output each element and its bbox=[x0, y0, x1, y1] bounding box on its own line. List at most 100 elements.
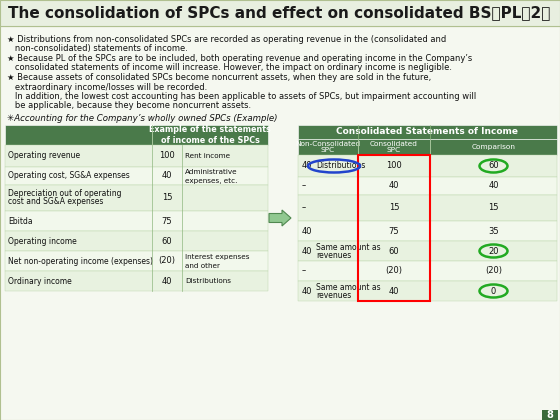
Bar bbox=[298, 221, 358, 241]
Text: 15: 15 bbox=[488, 204, 499, 213]
Bar bbox=[5, 185, 268, 211]
Bar bbox=[358, 221, 430, 241]
Text: 75: 75 bbox=[162, 216, 172, 226]
Bar bbox=[5, 231, 268, 251]
Bar bbox=[298, 177, 358, 195]
Text: (20): (20) bbox=[385, 267, 403, 276]
Bar bbox=[5, 271, 268, 291]
Text: 40: 40 bbox=[162, 171, 172, 181]
Text: The consolidation of SPCs and effect on consolidated BS・PL（2）: The consolidation of SPCs and effect on … bbox=[8, 5, 550, 21]
Bar bbox=[152, 125, 268, 145]
Text: 60: 60 bbox=[389, 247, 399, 255]
Polygon shape bbox=[269, 210, 291, 226]
Bar bbox=[358, 177, 430, 195]
Text: 60: 60 bbox=[488, 162, 499, 171]
Text: Operating income: Operating income bbox=[8, 236, 77, 246]
Text: expenses, etc.: expenses, etc. bbox=[185, 178, 237, 184]
Bar bbox=[298, 281, 358, 301]
Text: cost and SG&A expenses: cost and SG&A expenses bbox=[8, 197, 104, 207]
Text: 15: 15 bbox=[389, 204, 399, 213]
Text: and other: and other bbox=[185, 262, 220, 268]
Text: consolidated statements of income will increase. However, the impact on ordinary: consolidated statements of income will i… bbox=[7, 63, 452, 73]
Bar bbox=[358, 139, 430, 155]
Text: 0: 0 bbox=[491, 286, 496, 296]
Bar bbox=[430, 195, 557, 221]
Text: 15: 15 bbox=[162, 194, 172, 202]
Bar bbox=[5, 251, 268, 271]
Text: 75: 75 bbox=[389, 226, 399, 236]
Bar bbox=[430, 155, 557, 177]
Text: 20: 20 bbox=[488, 247, 499, 255]
Text: 40: 40 bbox=[488, 181, 499, 191]
Bar bbox=[358, 155, 430, 177]
Bar bbox=[358, 195, 430, 221]
Bar bbox=[5, 211, 268, 231]
Text: –: – bbox=[302, 204, 306, 213]
Bar bbox=[298, 139, 358, 155]
Bar bbox=[298, 125, 557, 139]
Bar bbox=[430, 281, 557, 301]
Text: 40: 40 bbox=[302, 247, 312, 255]
Text: 40: 40 bbox=[302, 226, 312, 236]
Text: 8: 8 bbox=[547, 410, 553, 420]
Text: –: – bbox=[302, 267, 306, 276]
Bar bbox=[358, 281, 430, 301]
Text: (20): (20) bbox=[158, 257, 175, 265]
Text: Example of the statements
of income of the SPCs: Example of the statements of income of t… bbox=[149, 125, 271, 145]
Text: 60: 60 bbox=[162, 236, 172, 246]
Bar bbox=[430, 261, 557, 281]
Bar bbox=[358, 241, 430, 261]
Text: Depreciation out of operating: Depreciation out of operating bbox=[8, 189, 122, 199]
Text: Administrative: Administrative bbox=[185, 170, 237, 176]
Bar bbox=[5, 145, 268, 167]
Bar bbox=[298, 155, 358, 177]
Bar bbox=[430, 177, 557, 195]
Text: Same amount as: Same amount as bbox=[316, 283, 381, 291]
Text: ★ Because PL of the SPCs are to be included, both operating revenue and operatin: ★ Because PL of the SPCs are to be inclu… bbox=[7, 54, 472, 63]
Bar bbox=[430, 221, 557, 241]
Text: non-consolidated) statements of income.: non-consolidated) statements of income. bbox=[7, 45, 188, 53]
Text: Rent income: Rent income bbox=[185, 153, 230, 159]
Bar bbox=[542, 410, 558, 420]
Text: Consolidated Statements of Income: Consolidated Statements of Income bbox=[337, 128, 519, 136]
Text: Interest expenses: Interest expenses bbox=[185, 255, 250, 260]
Text: –: – bbox=[302, 181, 306, 191]
Text: Non-Consolidated
SPC: Non-Consolidated SPC bbox=[296, 141, 361, 153]
Text: Comparison: Comparison bbox=[472, 144, 516, 150]
Text: 40: 40 bbox=[302, 286, 312, 296]
Text: Ordinary income: Ordinary income bbox=[8, 276, 72, 286]
Bar bbox=[298, 261, 358, 281]
Text: 35: 35 bbox=[488, 226, 499, 236]
Text: 40: 40 bbox=[389, 181, 399, 191]
Bar bbox=[298, 195, 358, 221]
Text: Operating cost, SG&A expenses: Operating cost, SG&A expenses bbox=[8, 171, 130, 181]
Text: Consolidated
SPC: Consolidated SPC bbox=[370, 141, 418, 153]
Text: Distributions: Distributions bbox=[185, 278, 231, 284]
Bar bbox=[430, 241, 557, 261]
Text: revenues: revenues bbox=[316, 250, 351, 260]
Text: Distributions: Distributions bbox=[316, 162, 365, 171]
Text: Net non-operating income (expenses): Net non-operating income (expenses) bbox=[8, 257, 153, 265]
Text: ★ Distributions from non-consolidated SPCs are recorded as operating revenue in : ★ Distributions from non-consolidated SP… bbox=[7, 35, 446, 44]
Text: 40: 40 bbox=[162, 276, 172, 286]
Bar bbox=[298, 241, 358, 261]
Bar bbox=[5, 167, 268, 185]
Text: 40: 40 bbox=[302, 162, 312, 171]
Text: Ebitda: Ebitda bbox=[8, 216, 32, 226]
Text: Same amount as: Same amount as bbox=[316, 242, 381, 252]
Bar bbox=[358, 261, 430, 281]
Bar bbox=[0, 0, 560, 26]
Bar bbox=[430, 139, 557, 155]
Bar bbox=[358, 155, 430, 301]
Text: 40: 40 bbox=[389, 286, 399, 296]
Text: ★ Because assets of consolidated SPCs become noncurrent assets, when they are so: ★ Because assets of consolidated SPCs be… bbox=[7, 73, 431, 82]
Text: revenues: revenues bbox=[316, 291, 351, 299]
Text: Operating revenue: Operating revenue bbox=[8, 152, 80, 160]
Text: 100: 100 bbox=[159, 152, 175, 160]
Text: extraordinary income/losses will be recorded.: extraordinary income/losses will be reco… bbox=[7, 82, 207, 92]
Text: 100: 100 bbox=[386, 162, 402, 171]
Text: be applicable, because they become noncurrent assets.: be applicable, because they become noncu… bbox=[7, 102, 251, 110]
Text: In addition, the lowest cost accounting has been applicable to assets of SPCs, b: In addition, the lowest cost accounting … bbox=[7, 92, 476, 101]
Text: (20): (20) bbox=[485, 267, 502, 276]
Text: ✳Accounting for the Company’s wholly owned SPCs (Example): ✳Accounting for the Company’s wholly own… bbox=[7, 114, 278, 123]
